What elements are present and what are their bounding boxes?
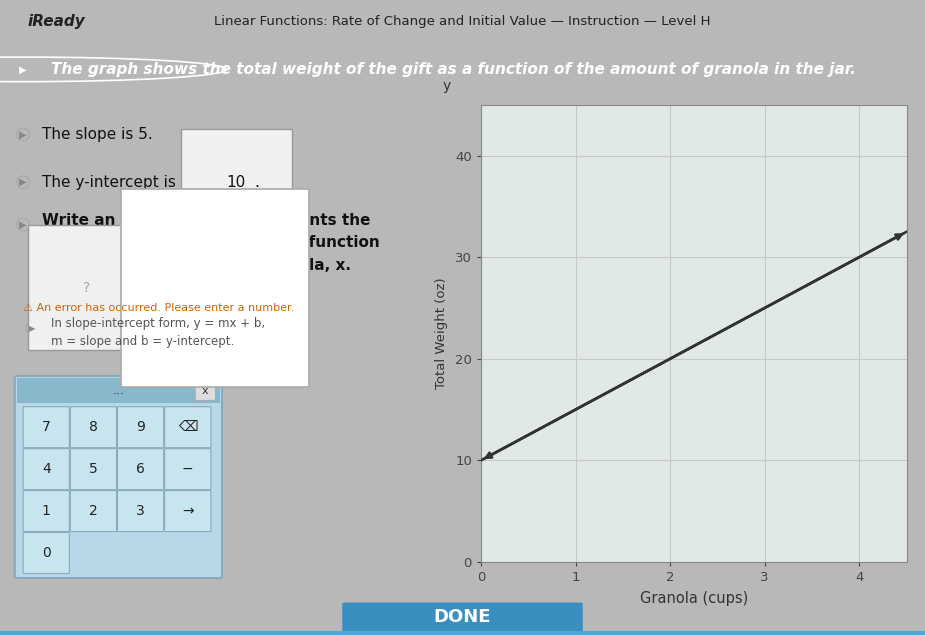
Text: 0: 0 [42,546,51,560]
FancyBboxPatch shape [165,491,211,531]
Text: DONE: DONE [434,608,491,626]
Text: y =: y = [37,280,64,295]
Text: 5: 5 [89,462,98,476]
Text: The graph shows the total weight of the gift as a function of the amount of gran: The graph shows the total weight of the … [51,62,856,77]
Text: 7: 7 [42,420,51,434]
Text: ▶: ▶ [19,177,27,187]
Text: iReady: iReady [28,14,85,29]
Text: of the number of cups of granola, x.: of the number of cups of granola, x. [42,258,351,272]
Text: 6: 6 [136,462,145,476]
Text: ...: ... [113,384,124,397]
Text: 8: 8 [89,420,98,434]
Bar [0,631,925,635]
Y-axis label: Total Weight (oz): Total Weight (oz) [435,277,448,389]
Text: ▶: ▶ [19,220,27,230]
Text: ⚠ An error has occurred. Please enter a number.: ⚠ An error has occurred. Please enter a … [23,302,294,312]
Text: Linear Functions: Rate of Change and Initial Value — Instruction — Level H: Linear Functions: Rate of Change and Ini… [215,15,710,28]
Text: y: y [443,79,451,93]
Text: 2: 2 [89,504,98,518]
Text: ▶: ▶ [19,130,27,140]
FancyBboxPatch shape [342,603,583,632]
FancyBboxPatch shape [117,449,164,490]
Text: total weight of the gift, y, as a function: total weight of the gift, y, as a functi… [42,235,379,250]
Bar [17,378,220,403]
Text: ?: ? [83,281,91,295]
FancyBboxPatch shape [70,449,117,490]
Text: →: → [182,504,193,518]
Text: x: x [202,385,209,396]
Text: ▶: ▶ [29,324,36,333]
Text: The y-intercept is: The y-intercept is [42,175,176,190]
FancyBboxPatch shape [195,380,216,401]
FancyBboxPatch shape [23,449,69,490]
Text: ⌫: ⌫ [178,420,198,434]
Text: m = slope and b = y-intercept.: m = slope and b = y-intercept. [51,335,234,349]
Text: Write an equation that represents the: Write an equation that represents the [42,213,370,227]
Text: The slope is 5.: The slope is 5. [42,127,153,142]
Text: ▶: ▶ [19,64,27,74]
FancyBboxPatch shape [165,449,211,490]
X-axis label: Granola (cups): Granola (cups) [639,591,748,606]
FancyBboxPatch shape [23,407,69,448]
FancyBboxPatch shape [117,491,164,531]
FancyBboxPatch shape [117,407,164,448]
Text: In slope-intercept form, y = mx + b,: In slope-intercept form, y = mx + b, [51,318,265,330]
Text: 1: 1 [42,504,51,518]
FancyBboxPatch shape [23,491,69,531]
FancyBboxPatch shape [165,407,211,448]
Text: 9: 9 [136,420,145,434]
Text: −: − [182,462,193,476]
FancyBboxPatch shape [70,407,117,448]
FancyBboxPatch shape [23,533,69,573]
Text: 3: 3 [136,504,145,518]
Text: .: . [254,175,259,190]
FancyBboxPatch shape [15,376,222,578]
FancyBboxPatch shape [70,491,117,531]
Text: 10: 10 [227,175,246,190]
Text: x +: x + [148,280,175,295]
Text: 4: 4 [42,462,51,476]
